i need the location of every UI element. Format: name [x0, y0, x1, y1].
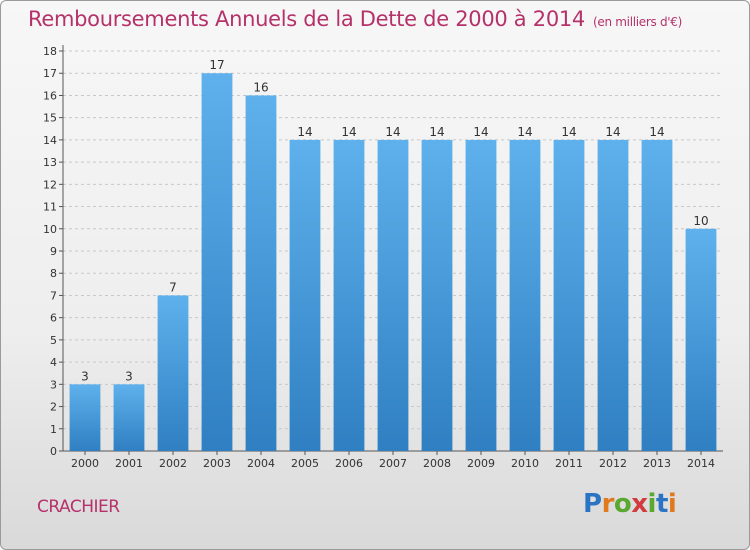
x-tick-label: 2003	[203, 457, 231, 470]
x-tick-label: 2008	[423, 457, 451, 470]
bar	[157, 295, 189, 451]
bar	[597, 139, 629, 451]
y-tick-label: 9	[50, 245, 57, 258]
y-tick-label: 14	[43, 134, 57, 147]
data-label: 14	[649, 125, 664, 139]
logo-letter: t	[655, 489, 668, 519]
logo-letter: x	[631, 489, 648, 519]
bars	[69, 73, 717, 451]
bar	[113, 384, 145, 451]
y-tick-label: 6	[50, 312, 57, 325]
x-tick-label: 2010	[511, 457, 539, 470]
bar	[333, 139, 365, 451]
bar	[201, 73, 233, 451]
x-tick-label: 2009	[467, 457, 495, 470]
data-label: 14	[473, 125, 488, 139]
x-tick-label: 2002	[159, 457, 187, 470]
x-tick-label: 2012	[599, 457, 627, 470]
y-tick-label: 5	[50, 334, 57, 347]
data-label: 14	[429, 125, 444, 139]
y-tick-label: 18	[43, 45, 57, 58]
bar	[553, 139, 585, 451]
y-tick-label: 11	[43, 201, 57, 214]
x-tick-label: 2004	[247, 457, 275, 470]
data-label: 14	[605, 125, 620, 139]
y-tick-label: 7	[50, 289, 57, 302]
y-tick-label: 13	[43, 156, 57, 169]
proxiti-logo: Proxiti	[583, 489, 677, 519]
x-tick-label: 2014	[687, 457, 715, 470]
y-tick-label: 10	[43, 223, 57, 236]
data-label: 3	[125, 369, 133, 383]
data-label: 7	[169, 280, 177, 294]
unit-label: (en milliers d'€)	[593, 15, 683, 29]
bar	[289, 139, 321, 451]
y-tick-label: 12	[43, 178, 57, 191]
x-tick-label: 2007	[379, 457, 407, 470]
data-label: 14	[517, 125, 532, 139]
bar	[377, 139, 409, 451]
logo-letter: o	[613, 489, 632, 519]
y-tick-label: 3	[50, 378, 57, 391]
x-tick-label: 2000	[71, 457, 99, 470]
y-tick-label: 1	[50, 423, 57, 436]
logo-letter: P	[583, 489, 602, 519]
data-label: 16	[253, 80, 268, 94]
x-tick-label: 2013	[643, 457, 671, 470]
data-label: 14	[297, 125, 312, 139]
bar	[465, 139, 497, 451]
chart-title-text: Remboursements Annuels de la Dette de 20…	[28, 7, 585, 31]
bar	[69, 384, 101, 451]
bar	[685, 228, 717, 451]
logo-letter: i	[667, 489, 677, 519]
data-label: 14	[341, 125, 356, 139]
bar	[641, 139, 673, 451]
x-tick-label: 2006	[335, 457, 363, 470]
data-labels: 3 3 7 17 16 14 14 14 14 14 14 14 14 14 10	[81, 58, 708, 383]
y-tick-label: 0	[50, 445, 57, 458]
logo-letter: i	[647, 489, 657, 519]
y-tick-label: 15	[43, 112, 57, 125]
data-label: 14	[561, 125, 576, 139]
logo-letter: r	[601, 489, 615, 519]
data-label: 14	[385, 125, 400, 139]
data-label: 3	[81, 369, 89, 383]
x-tick-label: 2011	[555, 457, 583, 470]
x-tick-label: 2001	[115, 457, 143, 470]
bar	[245, 95, 277, 451]
y-tick-label: 2	[50, 401, 57, 414]
chart-title: Remboursements Annuels de la Dette de 20…	[28, 7, 682, 31]
y-tick-label: 4	[50, 356, 57, 369]
y-tick-label: 8	[50, 267, 57, 280]
commune-name: CRACHIER	[37, 497, 120, 517]
bar	[509, 139, 541, 451]
y-tick-label: 16	[43, 89, 57, 102]
data-label: 10	[693, 214, 708, 228]
bar	[421, 139, 453, 451]
x-tick-label: 2005	[291, 457, 319, 470]
data-label: 17	[209, 58, 224, 72]
y-tick-label: 17	[43, 67, 57, 80]
